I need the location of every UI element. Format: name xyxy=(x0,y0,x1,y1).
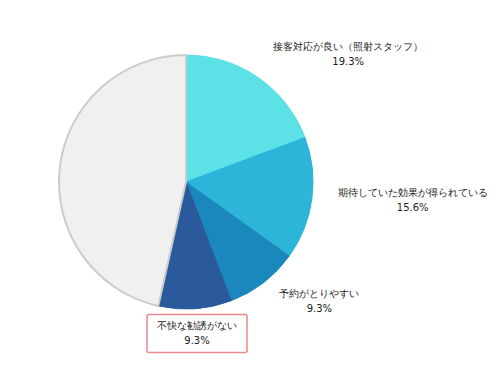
svg-text:不快な勧誘がない: 不快な勧誘がない xyxy=(157,320,237,331)
svg-text:19.3%: 19.3% xyxy=(332,56,364,67)
svg-text:接客対応が良い（照射スタッフ）: 接客対応が良い（照射スタッフ） xyxy=(273,41,423,52)
svg-text:15.6%: 15.6% xyxy=(397,202,429,213)
svg-text:期待していた効果が得られている: 期待していた効果が得られている xyxy=(338,187,488,198)
svg-text:9.3%: 9.3% xyxy=(184,335,209,346)
svg-text:9.3%: 9.3% xyxy=(307,303,332,314)
svg-text:予約がとりやすい: 予約がとりやすい xyxy=(279,288,359,299)
